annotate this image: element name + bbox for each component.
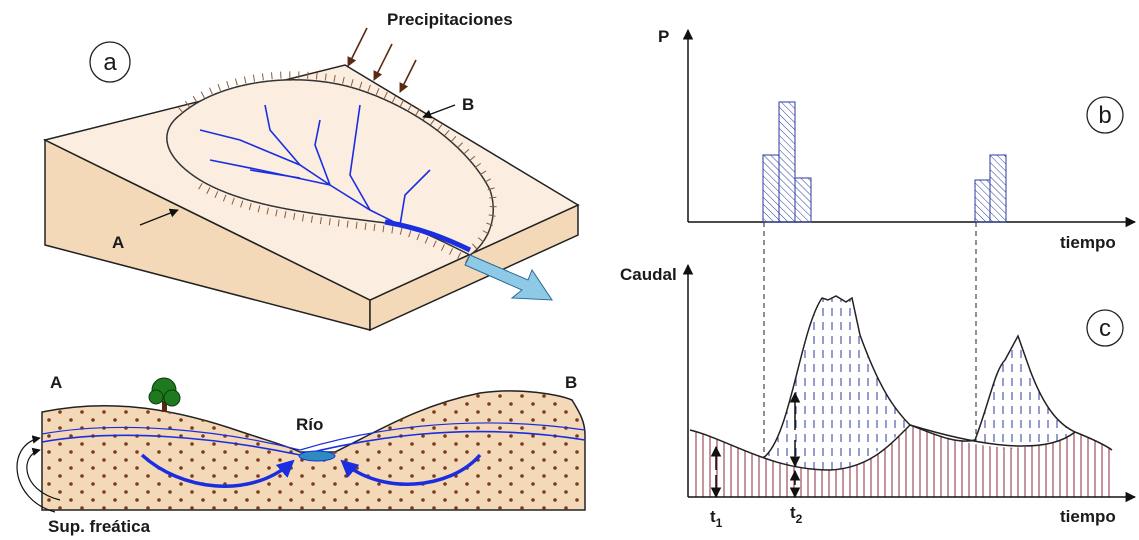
point-label: A xyxy=(112,233,124,252)
block-diagram: a Precipitaciones B A xyxy=(45,10,578,330)
rain-label: Precipitaciones xyxy=(387,10,513,29)
page: a Precipitaciones B A A B Río Sup. freát… xyxy=(0,0,1139,540)
panel-label: a xyxy=(103,49,117,76)
axis-label: Caudal xyxy=(620,265,677,284)
time-label: t1 xyxy=(710,507,723,530)
hydrograph: Caudal tiempo t1 t2 c xyxy=(620,222,1135,530)
figure: a Precipitaciones B A A B Río Sup. freát… xyxy=(0,0,1139,540)
point-label: B xyxy=(462,95,474,114)
panel-label: b xyxy=(1098,102,1111,129)
axis-label: P xyxy=(658,27,669,46)
axis-label: tiempo xyxy=(1060,233,1116,252)
point-label: B xyxy=(565,373,577,392)
time-label-sub: 2 xyxy=(796,512,803,526)
panel-label: c xyxy=(1099,315,1111,342)
time-label-sub: 1 xyxy=(716,516,723,530)
cross-section: A B Río Sup. freática xyxy=(17,373,585,536)
water-table-label: Sup. freática xyxy=(48,517,151,536)
river-label: Río xyxy=(296,415,323,434)
point-label: A xyxy=(50,373,62,392)
time-label: t2 xyxy=(790,503,803,526)
hyetograph: P tiempo b xyxy=(658,27,1135,252)
axis-label: tiempo xyxy=(1060,507,1116,526)
